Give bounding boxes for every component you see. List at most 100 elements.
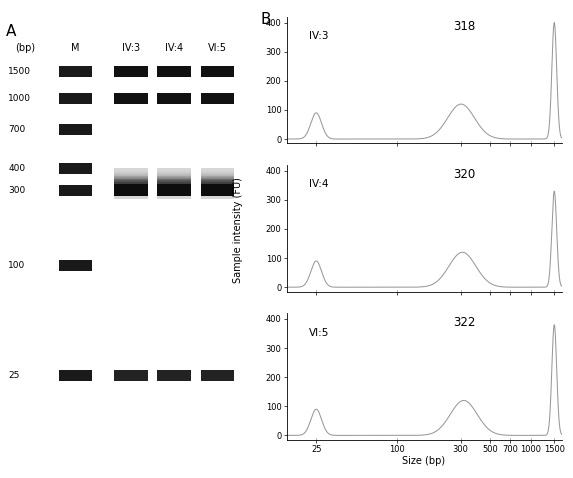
Bar <box>114 197 148 199</box>
Bar <box>201 189 234 190</box>
Bar <box>201 172 234 173</box>
Bar <box>201 171 234 173</box>
Bar <box>114 178 148 179</box>
Bar <box>201 195 234 196</box>
Bar <box>158 66 191 77</box>
Bar <box>158 198 191 199</box>
Bar <box>114 185 148 186</box>
Bar <box>114 183 148 184</box>
Bar <box>201 179 234 180</box>
Bar <box>114 179 148 180</box>
Bar <box>158 176 191 177</box>
Bar <box>201 191 234 192</box>
Bar <box>201 196 234 197</box>
Bar <box>114 195 148 196</box>
Bar <box>58 260 92 271</box>
Text: VI:5: VI:5 <box>208 43 227 54</box>
Bar <box>158 93 191 104</box>
Bar <box>114 173 148 174</box>
Bar <box>114 184 148 185</box>
Bar <box>158 177 191 178</box>
Bar <box>201 185 234 186</box>
Text: 1500: 1500 <box>8 67 31 76</box>
Bar <box>158 181 191 182</box>
Bar <box>158 184 191 196</box>
Bar <box>114 198 148 199</box>
Bar <box>158 187 191 189</box>
Bar <box>158 192 191 193</box>
Bar <box>201 183 234 184</box>
Bar <box>158 171 191 173</box>
Bar <box>158 173 191 174</box>
Bar <box>201 181 234 183</box>
Bar <box>158 177 191 179</box>
Bar <box>114 176 148 177</box>
Text: B: B <box>261 12 271 27</box>
Text: IV:4: IV:4 <box>309 179 328 189</box>
Bar <box>114 181 148 182</box>
Bar <box>158 182 191 183</box>
Bar <box>114 171 148 173</box>
Bar <box>201 171 234 172</box>
Bar <box>114 177 148 178</box>
Bar <box>201 181 234 182</box>
Bar <box>158 169 191 170</box>
Bar <box>114 172 148 173</box>
Bar <box>201 187 234 189</box>
Bar <box>158 196 191 198</box>
Bar <box>114 192 148 193</box>
Bar <box>201 168 234 169</box>
Bar <box>58 123 92 135</box>
Bar <box>201 192 234 193</box>
Bar <box>201 196 234 198</box>
Bar <box>158 183 191 184</box>
Bar <box>114 187 148 189</box>
Bar <box>114 174 148 175</box>
Bar <box>158 191 191 193</box>
Bar <box>201 370 234 381</box>
Bar <box>158 179 191 180</box>
Bar <box>114 370 148 381</box>
Bar <box>114 66 148 77</box>
Text: 320: 320 <box>453 168 476 181</box>
Bar <box>158 191 191 192</box>
Bar <box>201 175 234 176</box>
Bar <box>201 198 234 199</box>
Bar <box>114 195 148 196</box>
Bar <box>158 187 191 188</box>
Bar <box>201 66 234 77</box>
Bar <box>158 184 191 185</box>
Bar <box>201 188 234 189</box>
Bar <box>58 370 92 381</box>
Bar <box>158 185 191 186</box>
Bar <box>114 191 148 192</box>
Bar <box>114 171 148 172</box>
Bar <box>114 194 148 195</box>
Bar <box>114 191 148 193</box>
Text: 300: 300 <box>8 186 25 195</box>
Text: A: A <box>6 23 16 39</box>
Bar <box>201 197 234 199</box>
Bar <box>58 66 92 77</box>
Bar <box>114 175 148 176</box>
Bar <box>201 176 234 177</box>
Bar <box>158 181 191 183</box>
Bar <box>114 186 148 187</box>
Text: 25: 25 <box>8 371 19 380</box>
Bar <box>58 185 92 196</box>
Text: Sample intensity (FU): Sample intensity (FU) <box>233 177 243 283</box>
Bar <box>201 169 234 170</box>
Text: VI:5: VI:5 <box>309 327 329 337</box>
Bar <box>158 180 191 181</box>
Bar <box>201 177 234 179</box>
Bar <box>158 174 191 175</box>
Bar <box>158 195 191 196</box>
Bar <box>114 189 148 190</box>
Bar <box>114 187 148 188</box>
Bar <box>158 188 191 189</box>
Bar <box>114 193 148 194</box>
Bar <box>114 169 148 170</box>
Text: 1000: 1000 <box>8 94 31 103</box>
Bar <box>201 93 234 104</box>
Bar <box>114 168 148 169</box>
